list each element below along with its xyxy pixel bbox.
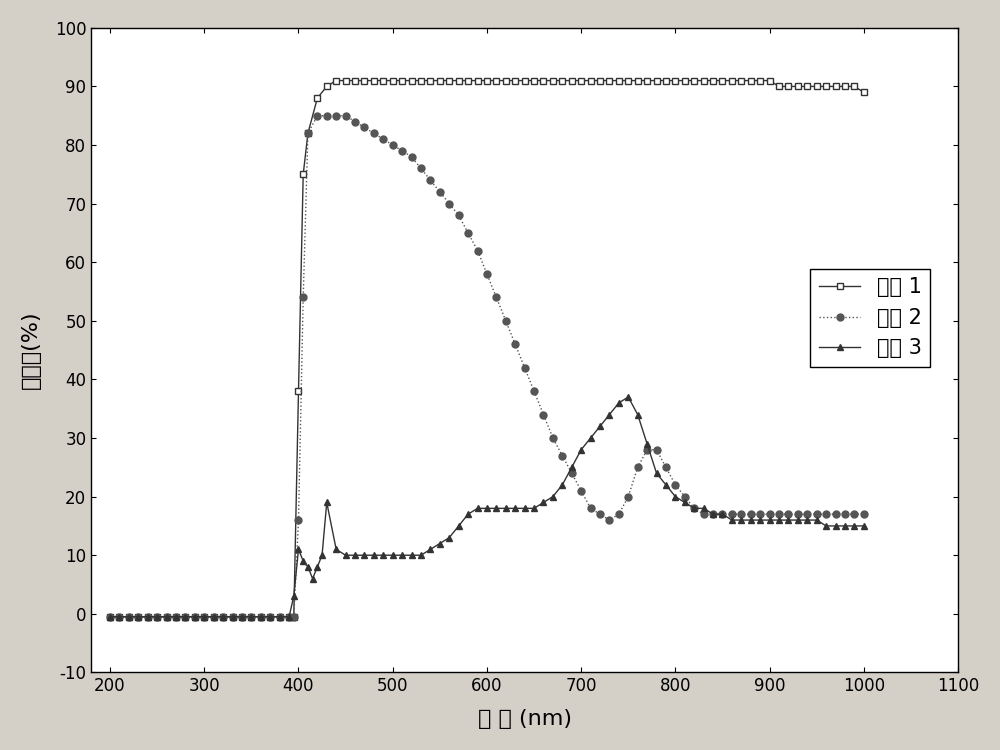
样品 3 xyxy=(311,562,323,572)
样品 1 xyxy=(651,76,663,85)
样品 3 xyxy=(462,510,474,519)
样品 2 xyxy=(651,446,663,454)
样品 1 xyxy=(556,76,568,85)
Line: 样品 1: 样品 1 xyxy=(107,77,867,620)
样品 3 xyxy=(858,521,870,530)
样品 3 xyxy=(104,612,116,621)
Legend: 样品 1, 样品 2, 样品 3: 样品 1, 样品 2, 样品 3 xyxy=(810,269,930,367)
X-axis label: 波 长 (nm): 波 长 (nm) xyxy=(478,710,572,729)
样品 1 xyxy=(217,612,229,621)
样品 1 xyxy=(264,612,276,621)
样品 1 xyxy=(330,76,342,85)
Line: 样品 3: 样品 3 xyxy=(107,394,867,620)
样品 3 xyxy=(340,550,352,560)
样品 1 xyxy=(858,88,870,97)
样品 2 xyxy=(104,612,116,621)
样品 1 xyxy=(104,612,116,621)
样品 2 xyxy=(311,111,323,120)
样品 2 xyxy=(698,510,710,519)
样品 2 xyxy=(264,612,276,621)
样品 1 xyxy=(151,612,163,621)
样品 1 xyxy=(698,76,710,85)
样品 3 xyxy=(622,392,634,401)
样品 3 xyxy=(316,550,328,560)
样品 2 xyxy=(556,451,568,460)
样品 2 xyxy=(217,612,229,621)
样品 2 xyxy=(858,510,870,519)
Y-axis label: 透过率(%): 透过率(%) xyxy=(21,310,41,389)
样品 3 xyxy=(236,612,248,621)
Line: 样品 2: 样品 2 xyxy=(107,112,867,620)
样品 3 xyxy=(820,521,832,530)
样品 2 xyxy=(151,612,163,621)
